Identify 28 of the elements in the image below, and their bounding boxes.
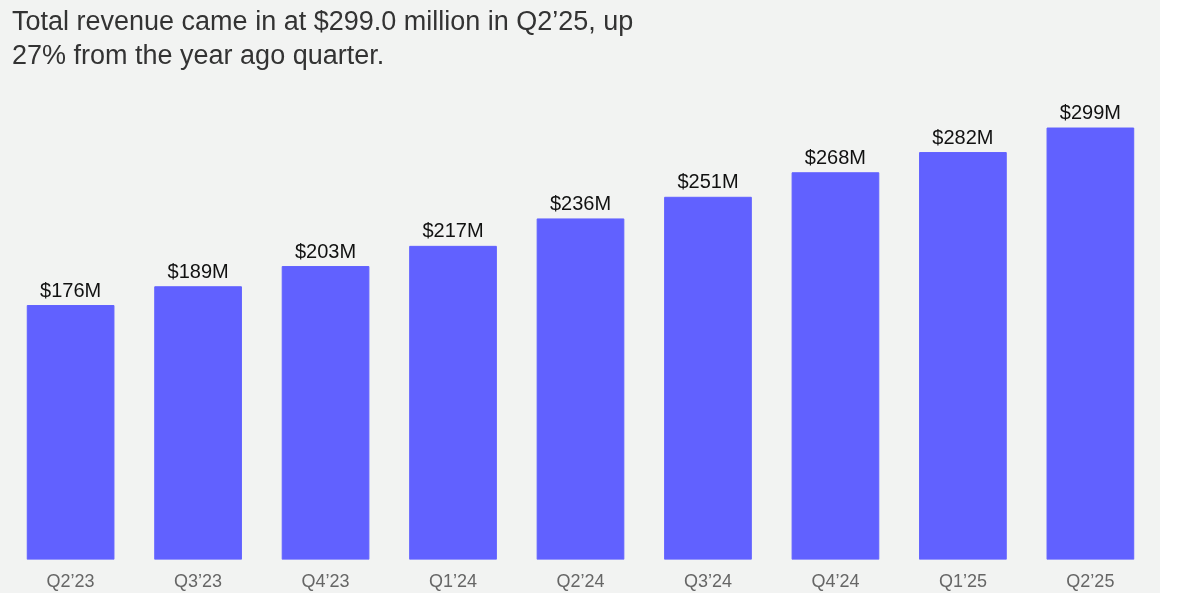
x-tick-label: Q4’24 <box>811 570 860 591</box>
data-label: $268M <box>804 145 867 168</box>
bar <box>1046 127 1135 560</box>
x-tick-label: Q4’23 <box>301 570 350 591</box>
data-label: $189M <box>167 259 229 282</box>
x-tick-label: Q3’24 <box>683 570 732 591</box>
data-label: $282M <box>932 125 994 148</box>
x-tick-label: Q1’25 <box>938 570 987 591</box>
data-label: $217M <box>422 219 484 242</box>
x-tick-label: Q2’23 <box>46 570 95 591</box>
chart-title: Total revenue came in at $299.0 million in Q2’25, up 27% from the year ago quarter. <box>12 5 635 72</box>
bar <box>536 218 625 560</box>
bar <box>919 152 1007 560</box>
bar <box>154 286 242 560</box>
x-tick-label: Q1’24 <box>429 570 478 591</box>
data-label: $236M <box>549 191 612 214</box>
x-tick-label: Q2’25 <box>1066 570 1115 591</box>
data-label: $251M <box>677 170 739 193</box>
x-tick-label: Q2’24 <box>556 570 605 591</box>
data-label: $299M <box>1059 101 1121 124</box>
data-label: $203M <box>294 239 357 262</box>
bar <box>26 305 115 560</box>
x-tick-label: Q3’23 <box>174 570 223 591</box>
data-label: $176M <box>40 278 102 301</box>
bar <box>664 196 752 560</box>
bar <box>791 172 880 560</box>
bar <box>409 245 497 560</box>
bar <box>281 266 370 560</box>
